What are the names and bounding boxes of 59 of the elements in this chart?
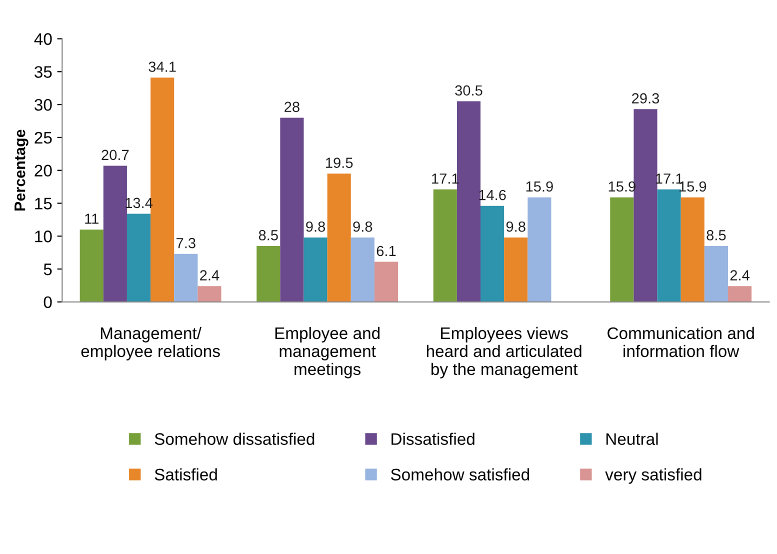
- data-label: 19.5: [326, 158, 353, 168]
- bar: [528, 197, 552, 302]
- bar: [504, 237, 528, 302]
- data-label: 8.5: [706, 230, 726, 240]
- y-tick-label: 30: [34, 98, 52, 111]
- legend-label: Dissatisfied: [392, 432, 474, 445]
- x-tick-label: Management/ employee relations: [81, 326, 220, 360]
- y-tick-label: 40: [34, 33, 52, 45]
- data-label: 7.3: [176, 238, 196, 248]
- data-label: 6.1: [376, 246, 396, 256]
- legend-label: Somehow dissatisfied: [154, 432, 314, 445]
- legend-label: very satisfied: [605, 468, 702, 484]
- y-axis-title: Percentage: [14, 130, 28, 211]
- bar: [610, 197, 634, 302]
- bar: [150, 78, 174, 302]
- data-label: 29.3: [632, 93, 660, 104]
- data-label: 11: [85, 214, 98, 224]
- bar: [174, 254, 198, 302]
- bar: [728, 286, 752, 302]
- bar: [704, 246, 728, 302]
- y-tick-label: 35: [34, 66, 52, 78]
- data-label: 34.1: [148, 62, 176, 72]
- data-label: 9.8: [353, 221, 372, 232]
- bar: [304, 237, 328, 302]
- bar: [657, 189, 681, 302]
- data-label: 15.9: [526, 181, 553, 192]
- bar: [80, 230, 104, 302]
- x-tick-label: Communication and information flow: [608, 326, 754, 358]
- legend-label: Neutral: [606, 432, 658, 445]
- bar: [198, 286, 222, 302]
- y-tick-label: 25: [34, 132, 52, 144]
- data-label: 2.4: [730, 270, 750, 280]
- bar: [374, 262, 398, 302]
- data-label: 9.8: [506, 221, 526, 232]
- data-label: 2.4: [200, 270, 220, 280]
- data-label: 28: [284, 102, 300, 112]
- data-label: 30.5: [455, 85, 482, 96]
- bar: [634, 109, 658, 302]
- legend-label: Somehow satisfied: [390, 468, 530, 480]
- y-tick-label: 15: [35, 198, 52, 210]
- bar: [680, 197, 704, 302]
- x-tick-label: Employee and management meetings: [275, 326, 380, 378]
- bar: [126, 214, 151, 302]
- x-tick-label: Employees views heard and articulated by the management: [426, 326, 582, 378]
- bar: [103, 166, 127, 302]
- legend-label: Satisfied: [154, 468, 217, 480]
- y-tick-label: 20: [34, 164, 52, 177]
- data-label: 20.7: [102, 150, 129, 160]
- bar: [327, 174, 351, 302]
- y-tick-label: 5: [44, 264, 52, 276]
- bar: [256, 246, 280, 302]
- data-label: 8.5: [258, 230, 278, 240]
- y-tick-label: 0: [44, 296, 52, 308]
- data-label: 9.8: [306, 221, 326, 232]
- bar: [433, 189, 457, 302]
- y-tick-label: 10: [35, 230, 52, 242]
- bar: [280, 118, 304, 302]
- bar: [350, 237, 374, 302]
- bar: [480, 206, 504, 302]
